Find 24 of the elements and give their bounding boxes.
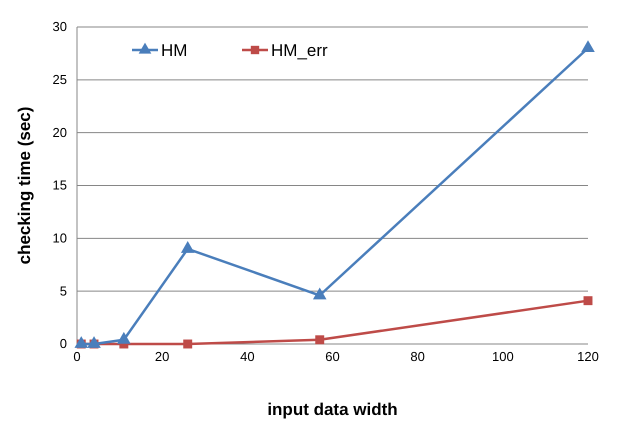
x-tick-label: 80 (410, 349, 425, 364)
x-tick-label: 100 (492, 349, 514, 364)
legend-label: HM_err (271, 41, 328, 60)
x-axis-title: input data width (267, 400, 398, 419)
x-tick-label: 40 (240, 349, 255, 364)
x-tick-label: 120 (577, 349, 599, 364)
x-tick-label: 0 (73, 349, 81, 364)
y-tick-label: 20 (52, 124, 67, 140)
y-tick-label: 30 (52, 19, 67, 34)
y-tick-label: 25 (52, 72, 67, 87)
y-tick-label: 5 (60, 283, 67, 298)
y-tick-label: 15 (52, 178, 67, 193)
point (584, 296, 592, 306)
point (315, 335, 324, 344)
point (180, 241, 195, 253)
y-tick-label: 10 (52, 230, 67, 246)
y-tick-label: 0 (60, 336, 67, 352)
y-axis-title: checking time (sec) (15, 106, 34, 264)
point (183, 340, 192, 348)
x-tick-label: 20 (154, 349, 170, 364)
point (312, 288, 327, 300)
x-tick-label: 60 (325, 349, 340, 364)
legend-label: HM (161, 41, 188, 60)
point (581, 40, 595, 52)
